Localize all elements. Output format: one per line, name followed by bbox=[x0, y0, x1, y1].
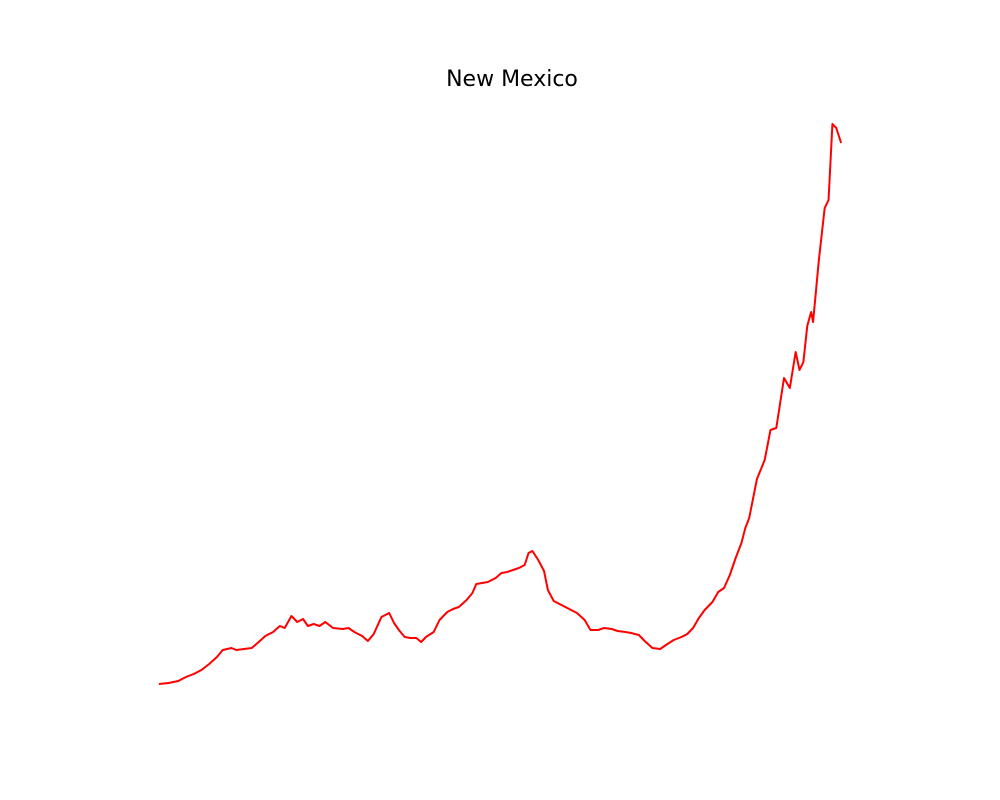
line bbox=[158, 123, 843, 685]
chart-title: New Mexico bbox=[446, 67, 578, 92]
